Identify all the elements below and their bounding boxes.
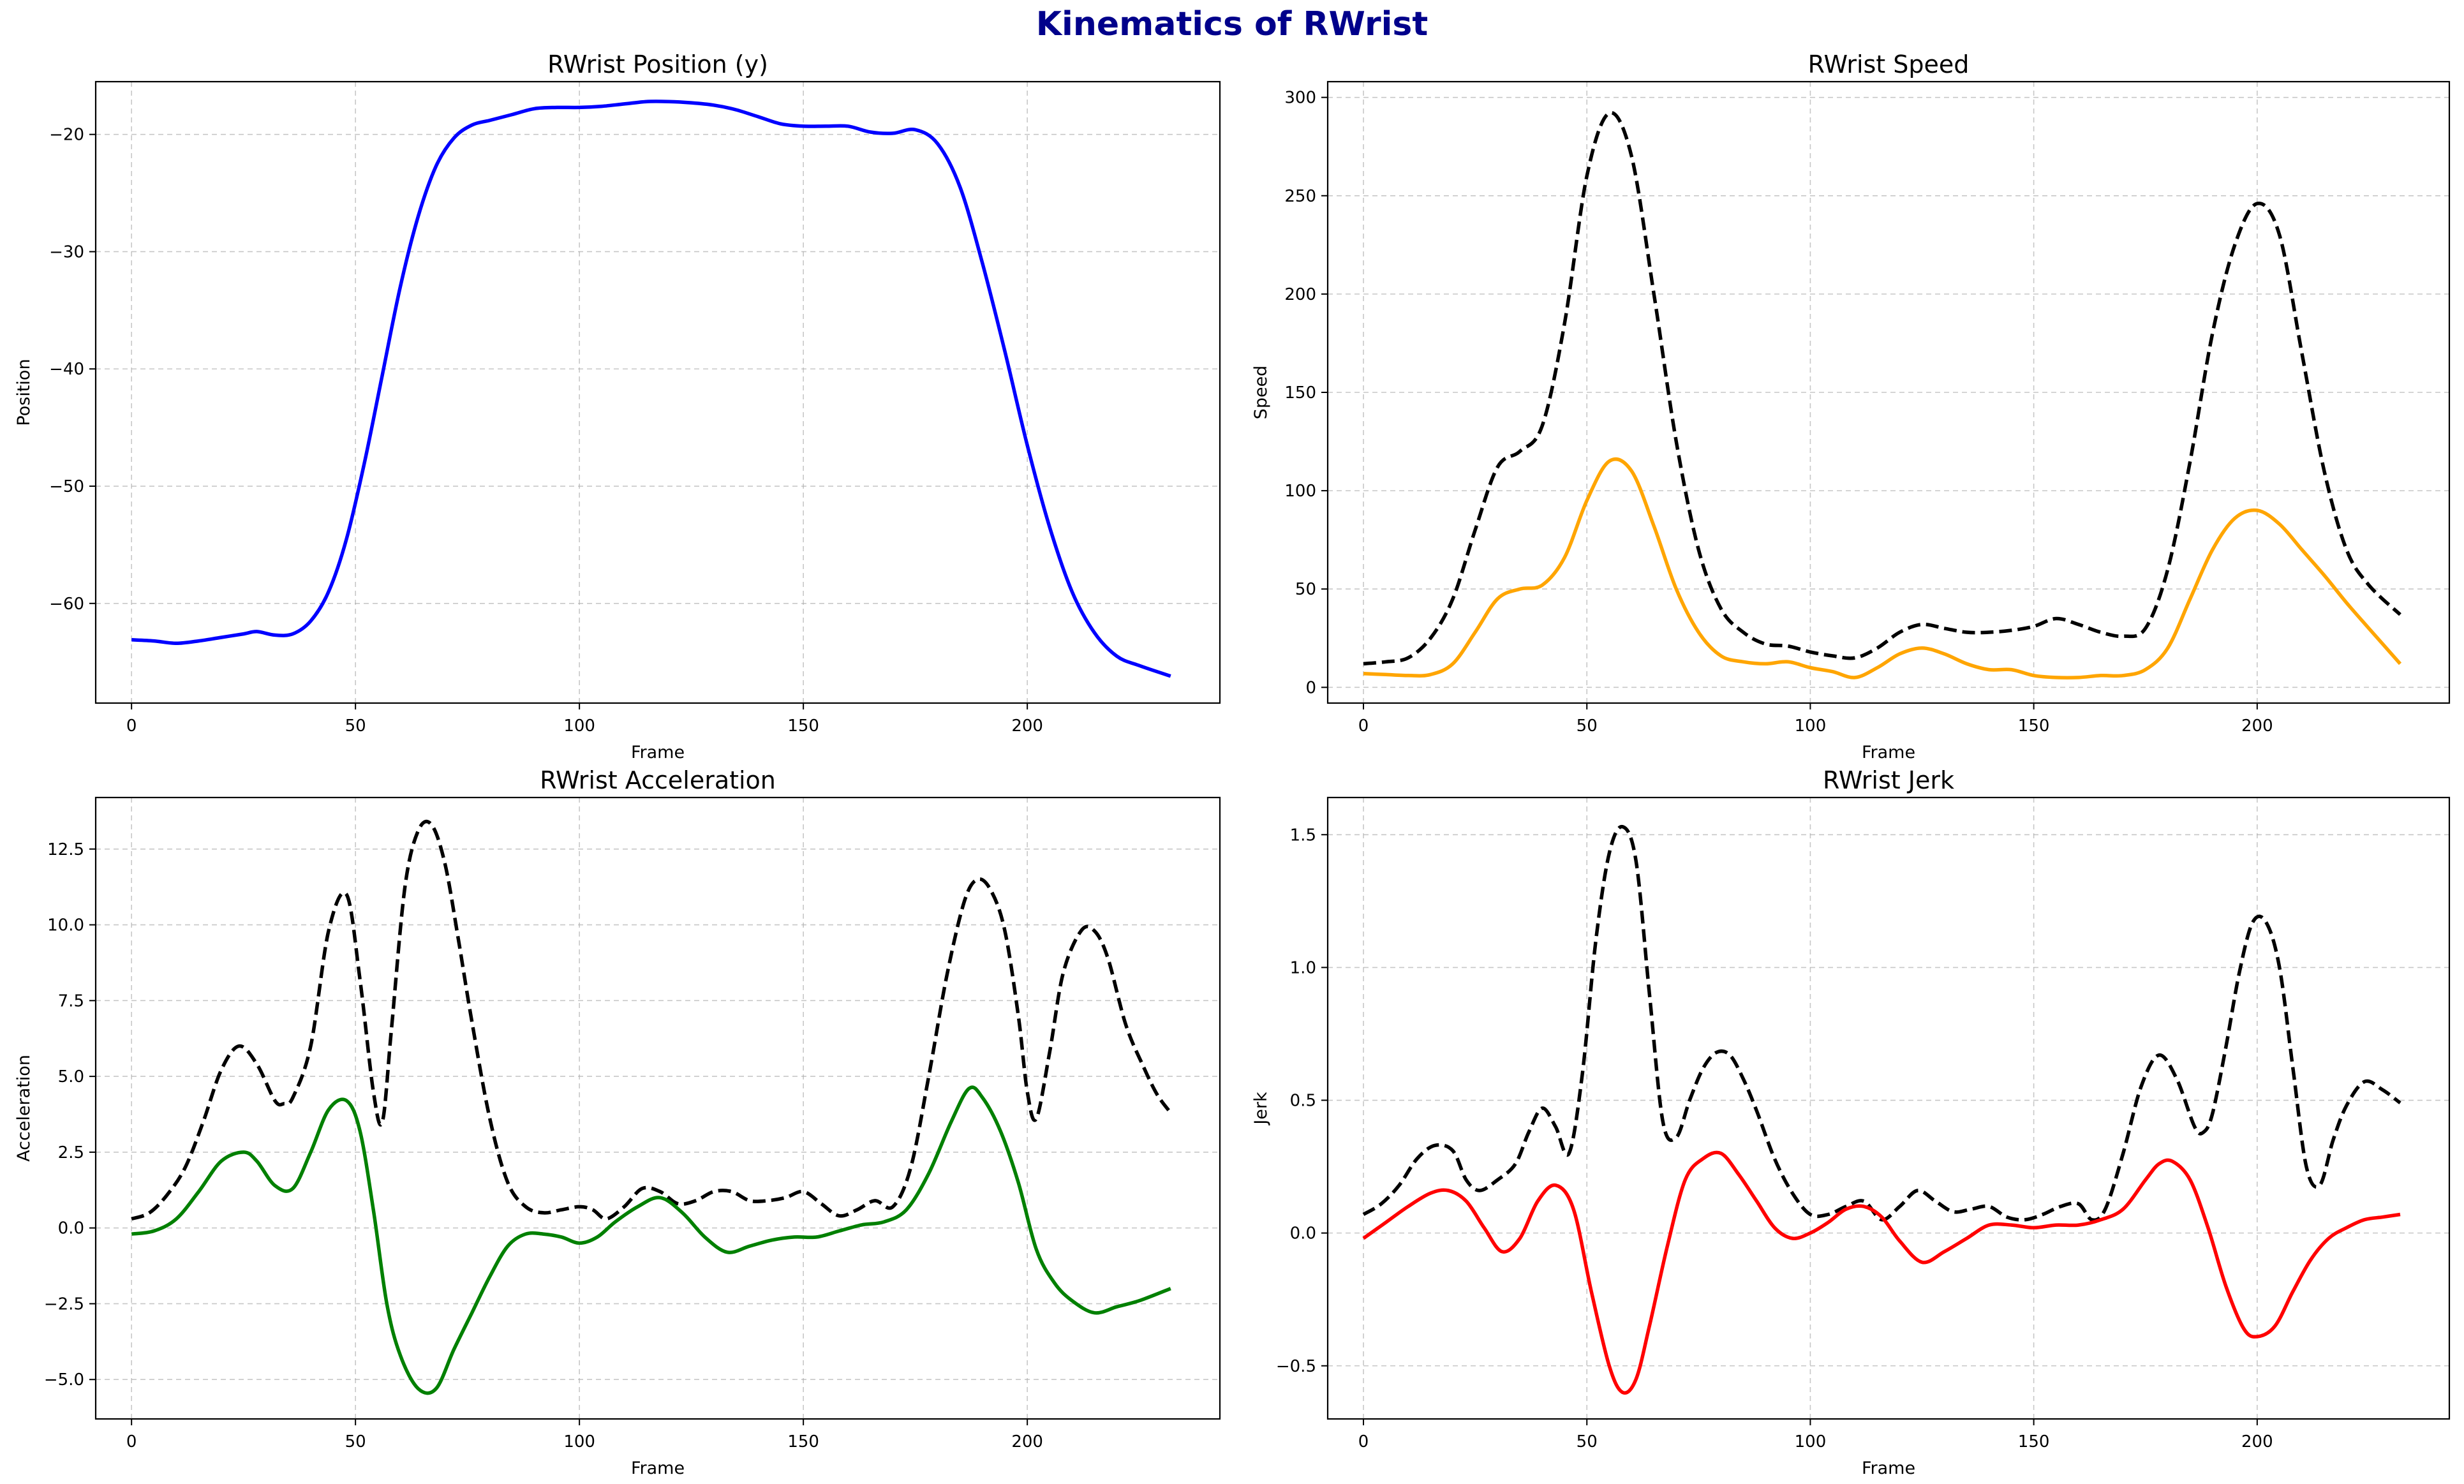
x-tick-label: 0 bbox=[1358, 1432, 1369, 1451]
y-tick-label: 150 bbox=[1284, 383, 1316, 403]
series-line-1 bbox=[1363, 110, 2401, 666]
x-tick-label: 50 bbox=[345, 1432, 366, 1451]
x-tick-label: 150 bbox=[2018, 1432, 2050, 1451]
x-tick-label: 200 bbox=[2241, 716, 2273, 736]
series-line-2 bbox=[1363, 457, 2402, 680]
y-tick-label: 1.5 bbox=[1290, 826, 1316, 845]
x-tick-label: 150 bbox=[2018, 716, 2050, 736]
series-line-2 bbox=[1362, 1150, 2401, 1395]
series-line-1 bbox=[131, 100, 1171, 678]
x-tick-label: 200 bbox=[1011, 1432, 1043, 1451]
x-tick-label: 50 bbox=[1577, 716, 1598, 736]
y-tick-label: 200 bbox=[1284, 285, 1316, 304]
y-tick-label: 1.0 bbox=[1290, 958, 1316, 977]
y-tick-label: 5.0 bbox=[58, 1067, 84, 1087]
subplot-2: 0 50 100 150 200 0 50 100 150 200 250 300 RWrist Spe… bbox=[1251, 50, 2451, 762]
series-line-2 bbox=[131, 1085, 1171, 1395]
y-tick-label: 50 bbox=[1295, 580, 1316, 599]
x-axis-label: Frame bbox=[1862, 1458, 1915, 1478]
y-tick-label: 12.5 bbox=[47, 840, 84, 859]
subplot-title: RWrist Jerk bbox=[1823, 766, 1954, 794]
y-tick-label: −2.5 bbox=[44, 1295, 84, 1314]
subplot-4: 0 50 100 150 200 −0.5 0.0 0.5 1.0 1.5 RWrist Jerk F… bbox=[1251, 766, 2451, 1478]
axes-frame bbox=[94, 80, 1221, 704]
y-tick-label: −40 bbox=[49, 360, 84, 379]
x-tick-label: 0 bbox=[1358, 716, 1369, 736]
x-tick-label: 100 bbox=[563, 1432, 595, 1451]
y-tick-label: 0.0 bbox=[1290, 1224, 1316, 1243]
y-tick-label: −60 bbox=[49, 595, 84, 614]
y-axis-label: Speed bbox=[1251, 366, 1271, 420]
axes-frame bbox=[94, 796, 1221, 1420]
subplot-3: 0 50 100 150 200 −5.0 −2.5 0.0 2.5 5.0 7.5 10.0 12.5… bbox=[14, 766, 1221, 1478]
y-tick-label: 7.5 bbox=[58, 991, 84, 1011]
y-tick-label: 2.5 bbox=[58, 1143, 84, 1162]
x-axis-label: Frame bbox=[631, 743, 685, 762]
subplot-1: 0 50 100 150 200 −60 −50 −40 −30 −20 RWrist Positi… bbox=[14, 50, 1221, 762]
y-tick-label: 10.0 bbox=[47, 916, 84, 935]
y-tick-label: 100 bbox=[1284, 482, 1316, 501]
y-tick-label: −5.0 bbox=[44, 1370, 84, 1390]
axes-frame bbox=[1326, 796, 2451, 1420]
figure-suptitle: Kinematics of RWrist bbox=[1035, 5, 1429, 43]
y-tick-label: −20 bbox=[49, 126, 84, 145]
y-axis-label: Jerk bbox=[1251, 1092, 1271, 1126]
x-tick-label: 0 bbox=[126, 716, 137, 736]
y-axis-label: Acceleration bbox=[14, 1055, 34, 1162]
x-tick-label: 150 bbox=[787, 1432, 819, 1451]
subplot-title: RWrist Speed bbox=[1808, 50, 1970, 78]
subplot-title: RWrist Acceleration bbox=[540, 766, 776, 794]
y-tick-label: 0.5 bbox=[1290, 1092, 1316, 1111]
axes-frame bbox=[1326, 80, 2451, 704]
x-axis-label: Frame bbox=[631, 1458, 685, 1478]
y-tick-label: −0.5 bbox=[1276, 1357, 1316, 1376]
series-line-1 bbox=[131, 819, 1173, 1221]
x-tick-label: 50 bbox=[1577, 1432, 1598, 1451]
x-tick-label: 0 bbox=[126, 1432, 137, 1451]
y-tick-label: 0 bbox=[1305, 678, 1316, 697]
y-axis-label: Position bbox=[14, 359, 34, 426]
y-tick-label: −30 bbox=[49, 242, 84, 262]
x-tick-label: 150 bbox=[787, 716, 819, 736]
subplot-title: RWrist Position (y) bbox=[547, 50, 768, 78]
y-tick-label: −50 bbox=[49, 477, 84, 496]
x-tick-label: 200 bbox=[2241, 1432, 2273, 1451]
y-tick-label: 0.0 bbox=[58, 1219, 84, 1238]
series-line-1 bbox=[1362, 825, 2401, 1222]
x-tick-label: 100 bbox=[563, 716, 595, 736]
x-axis-label: Frame bbox=[1862, 743, 1915, 762]
x-tick-label: 200 bbox=[1011, 716, 1043, 736]
x-tick-label: 50 bbox=[345, 716, 366, 736]
y-tick-label: 300 bbox=[1284, 89, 1316, 108]
x-tick-label: 100 bbox=[1795, 1432, 1827, 1451]
x-tick-label: 100 bbox=[1795, 716, 1827, 736]
y-tick-label: 250 bbox=[1284, 187, 1316, 206]
